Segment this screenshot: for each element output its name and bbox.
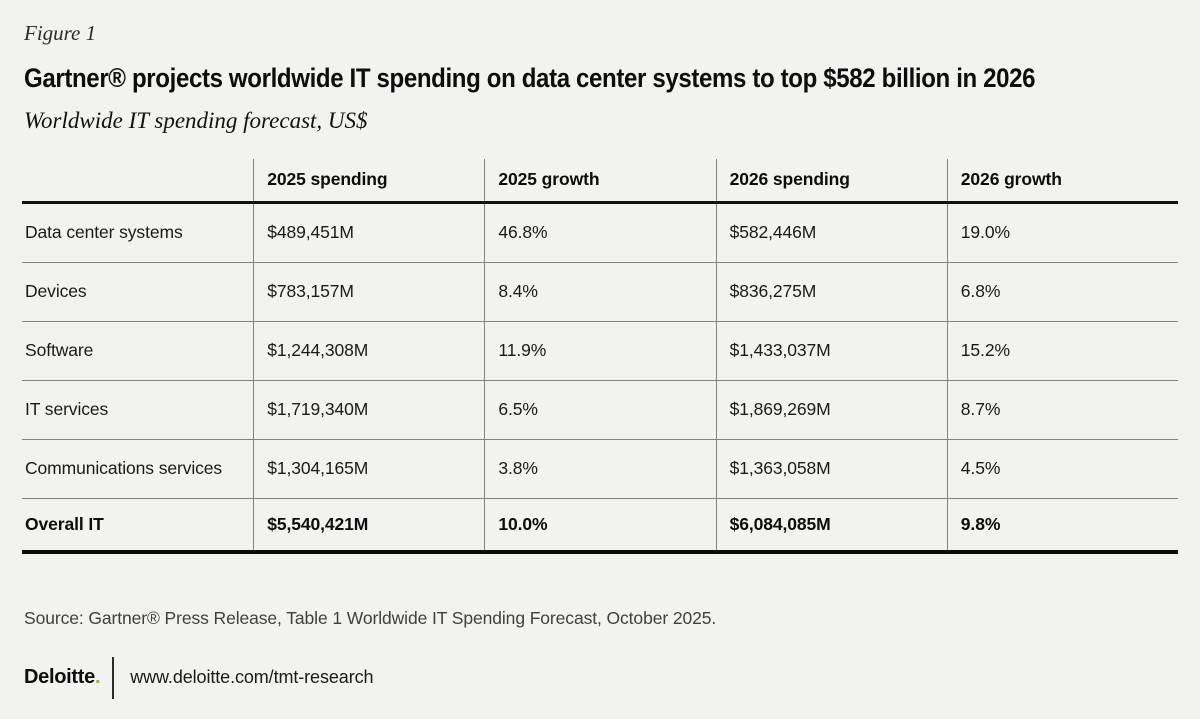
cell-2025-growth: 10.0% [484, 498, 715, 550]
cell-2025-growth: 3.8% [484, 439, 715, 498]
header-cell-empty [22, 159, 253, 201]
cell-2025-growth: 6.5% [484, 380, 715, 439]
table-header-row: 2025 spending 2025 growth 2026 spending … [22, 158, 1178, 204]
table-row: Software $1,244,308M 11.9% $1,433,037M 1… [22, 321, 1178, 381]
row-label: Software [25, 340, 94, 361]
cell-2025-growth: 11.9% [484, 321, 715, 380]
spending-forecast-table: 2025 spending 2025 growth 2026 spending … [22, 158, 1178, 554]
cell-2025-spending: $1,719,340M [253, 380, 484, 439]
cell-2026-spending: $836,275M [715, 262, 947, 321]
figure-title: Gartner® projects worldwide IT spending … [24, 63, 1036, 94]
footer-url: www.deloitte.com/tmt-research [130, 667, 374, 688]
cell-2026-spending: $1,869,269M [715, 380, 947, 439]
figure-label: Figure 1 [24, 21, 97, 45]
cell-2025-spending: $5,540,421M [253, 498, 484, 550]
cell-2025-spending: $489,451M [253, 203, 484, 262]
header-cell-2025-growth: 2025 growth [484, 158, 715, 201]
deloitte-logo: Deloitte. [24, 666, 101, 689]
source-note: Source: Gartner® Press Release, Table 1 … [24, 607, 717, 628]
row-label: Devices [25, 281, 87, 302]
deloitte-green-dot: . [94, 666, 101, 689]
header-cell-2026-spending: 2026 spending [715, 158, 947, 201]
cell-2026-spending: $1,433,037M [715, 321, 947, 380]
cell-2026-growth: 9.8% [946, 498, 1178, 550]
row-label: Communications services [25, 458, 223, 479]
table-row: IT services $1,719,340M 6.5% $1,869,269M… [22, 380, 1178, 440]
table-row: Communications services $1,304,165M 3.8%… [22, 439, 1178, 499]
cell-2026-growth: 19.0% [946, 203, 1178, 262]
cell-2025-spending: $1,304,165M [253, 439, 484, 498]
cell-2026-spending: $582,446M [715, 203, 947, 262]
footer-divider [112, 656, 115, 699]
cell-2026-growth: 4.5% [946, 439, 1178, 498]
row-label: IT services [25, 399, 109, 420]
cell-2025-growth: 8.4% [484, 262, 715, 321]
row-label: Data center systems [25, 222, 183, 243]
cell-2025-growth: 46.8% [484, 203, 715, 262]
cell-2026-spending: $6,084,085M [715, 498, 947, 550]
table-row: Data center systems $489,451M 46.8% $582… [22, 203, 1178, 263]
cell-2025-spending: $1,244,308M [253, 321, 484, 380]
figure-subtitle: Worldwide IT spending forecast, US$ [24, 108, 368, 134]
brand-bar: Deloitte. www.deloitte.com/tmt-research [24, 656, 1178, 699]
row-label: Overall IT [25, 513, 104, 534]
header-cell-2026-growth: 2026 growth [946, 158, 1178, 201]
cell-2026-spending: $1,363,058M [715, 439, 947, 498]
cell-2025-spending: $783,157M [253, 262, 484, 321]
deloitte-wordmark: Deloitte [24, 666, 95, 689]
cell-2026-growth: 6.8% [946, 262, 1178, 321]
cell-2026-growth: 15.2% [946, 321, 1178, 380]
table-row-total: Overall IT $5,540,421M 10.0% $6,084,085M… [22, 498, 1178, 554]
cell-2026-growth: 8.7% [946, 380, 1178, 439]
table-row: Devices $783,157M 8.4% $836,275M 6.8% [22, 262, 1178, 322]
header-cell-2025-spending: 2025 spending [253, 158, 484, 201]
